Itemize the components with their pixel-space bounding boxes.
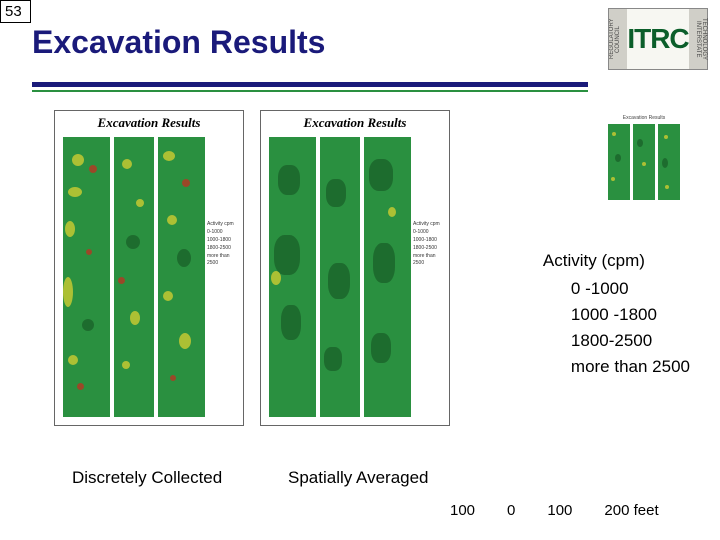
chart-body bbox=[269, 137, 411, 417]
strip bbox=[633, 124, 655, 200]
strip bbox=[320, 137, 360, 417]
caption-discrete: Discretely Collected bbox=[72, 468, 222, 488]
strip bbox=[269, 137, 316, 417]
itrc-logo: REGULATORY COUNCIL ITRC TECHNOLOGY INTER… bbox=[608, 8, 708, 70]
divider-top bbox=[32, 82, 588, 87]
legend-item: 1800-2500 bbox=[543, 328, 690, 354]
scale-tick: 0 bbox=[507, 502, 515, 519]
logo-right-text: TECHNOLOGY INTERSTATE bbox=[689, 9, 707, 69]
chart-mini-legend: Activity cpm 0-1000 1000-1800 1800-2500 … bbox=[413, 221, 447, 268]
chart-spatial: Excavation Results Activity cpm 0-1000 1… bbox=[260, 110, 450, 426]
chart-title: Excavation Results bbox=[55, 111, 243, 131]
page-title: Excavation Results bbox=[32, 24, 325, 61]
logo-center-text: ITRC bbox=[627, 23, 689, 55]
legend-item: 0 -1000 bbox=[543, 276, 690, 302]
scale-bar: 100 0 100 200 feet bbox=[450, 502, 659, 519]
strip bbox=[63, 137, 110, 417]
strip bbox=[658, 124, 680, 200]
caption-spatial: Spatially Averaged bbox=[288, 468, 429, 488]
strip bbox=[608, 124, 630, 200]
divider-bottom bbox=[32, 90, 588, 92]
scale-tick: 200 feet bbox=[604, 502, 658, 519]
strip bbox=[364, 137, 411, 417]
slide-number: 53 bbox=[0, 0, 31, 23]
strip bbox=[158, 137, 205, 417]
mini-chart-body bbox=[608, 124, 680, 200]
chart-mini-legend: Activity cpm 0-1000 1000-1800 1800-2500 … bbox=[207, 221, 241, 268]
chart-title: Excavation Results bbox=[261, 111, 449, 131]
activity-legend: Activity (cpm) 0 -1000 1000 -1800 1800-2… bbox=[543, 248, 690, 380]
legend-item: 1000 -1800 bbox=[543, 302, 690, 328]
strip bbox=[114, 137, 154, 417]
mini-chart: Excavation Results bbox=[608, 115, 680, 203]
scale-tick: 100 bbox=[450, 502, 475, 519]
logo-left-text: REGULATORY COUNCIL bbox=[609, 9, 627, 69]
scale-tick: 100 bbox=[547, 502, 572, 519]
legend-title: Activity (cpm) bbox=[543, 248, 690, 274]
legend-item: more than 2500 bbox=[543, 354, 690, 380]
mini-chart-title: Excavation Results bbox=[608, 115, 680, 121]
chart-body bbox=[63, 137, 205, 417]
chart-discrete: Excavation Results bbox=[54, 110, 244, 426]
